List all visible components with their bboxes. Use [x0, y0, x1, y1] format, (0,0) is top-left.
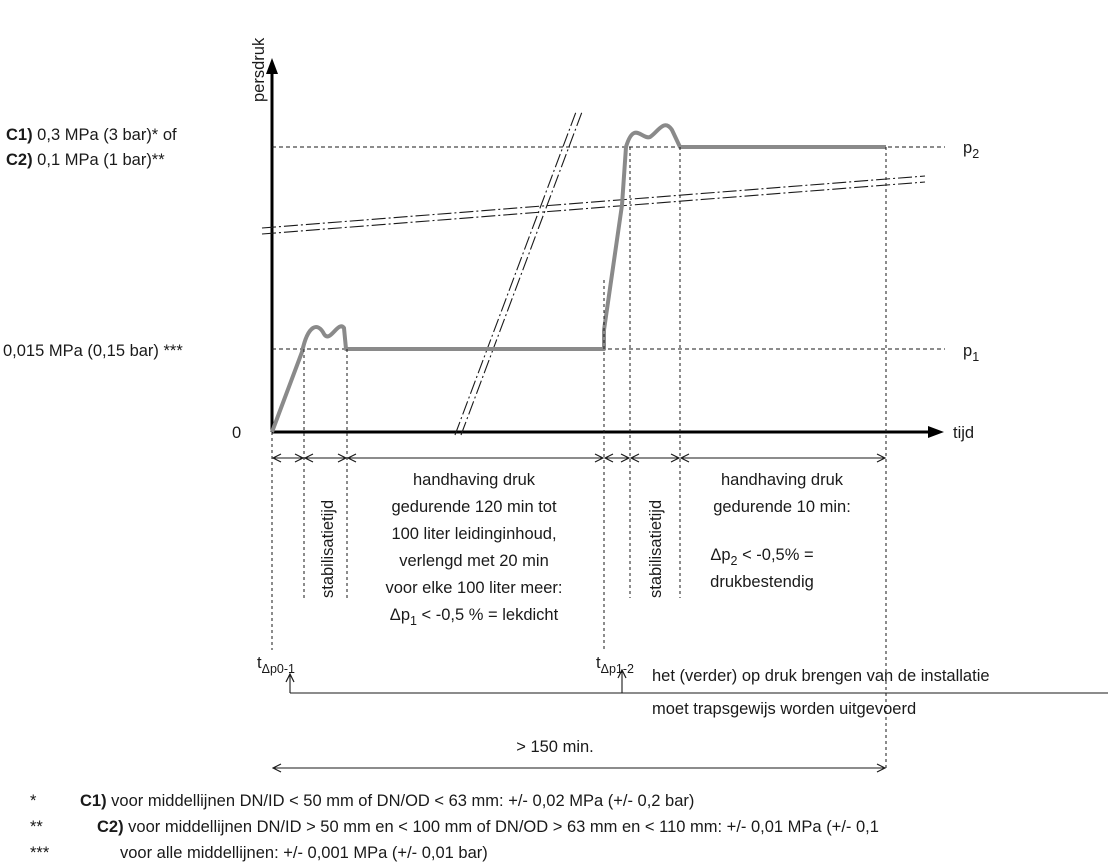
stabilization-label-2: stabilisatietijd: [647, 500, 665, 598]
y-axis-label: persdruk: [250, 37, 268, 102]
stepwise-bracket: [290, 670, 1108, 694]
svg-text:***: ***: [30, 844, 50, 862]
svg-text:voor elke 100 liter meer:: voor elke 100 liter meer:: [386, 579, 563, 597]
svg-text:gedurende 120 min tot: gedurende 120 min tot: [391, 498, 557, 516]
level-low-label: 0,015 MPa (0,15 bar) ***: [3, 342, 183, 360]
break-line-diagonal: [454, 111, 583, 436]
break-line-horizontal: [261, 175, 926, 235]
level-c1-label: C1) 0,3 MPa (3 bar)* of: [6, 126, 177, 144]
svg-text:C2) voor middellijnen DN/ID >: C2) voor middellijnen DN/ID > 50 mm en <…: [97, 818, 879, 836]
phase-separators: [271, 147, 887, 768]
svg-text:verlengd met 20 min: verlengd met 20 min: [399, 552, 549, 570]
total-time-label: > 150 min.: [516, 738, 594, 756]
svg-text:Δp2 < -0,5% =: Δp2 < -0,5% =: [710, 546, 813, 568]
svg-text:Δp1 < -0,5 % = lekdicht: Δp1 < -0,5 % = lekdicht: [390, 606, 559, 628]
svg-text:handhaving druk: handhaving druk: [413, 471, 536, 489]
svg-text:gedurende 10 min:: gedurende 10 min:: [713, 498, 851, 516]
hold-phase-1-text: handhaving druk gedurende 120 min tot 10…: [386, 471, 563, 628]
svg-text:voor alle middellijnen: +/- 0: voor alle middellijnen: +/- 0,001 MPa (+…: [120, 844, 488, 862]
pressure-curve: [270, 123, 886, 433]
svg-text:100 liter leidinginhoud,: 100 liter leidinginhoud,: [391, 525, 556, 543]
svg-text:*: *: [30, 792, 37, 810]
time-marker-1: tΔp0-1: [257, 654, 295, 676]
time-marker-2: tΔp1-2: [596, 654, 634, 676]
svg-text:C1) voor middellijnen DN/ID <: C1) voor middellijnen DN/ID < 50 mm of D…: [80, 792, 694, 810]
stepwise-note-line1: het (verder) op druk brengen van de inst…: [652, 667, 990, 685]
footnotes: * C1) voor middellijnen DN/ID < 50 mm of…: [30, 792, 879, 862]
svg-text:handhaving druk: handhaving druk: [721, 471, 844, 489]
p1-label: p1: [963, 342, 979, 364]
origin-label: 0: [232, 424, 241, 442]
p2-label: p2: [963, 139, 979, 161]
stepwise-note-line2: moet trapsgewijs worden uitgevoerd: [652, 700, 916, 718]
svg-text:drukbestendig: drukbestendig: [710, 573, 814, 591]
x-axis-label: tijd: [953, 424, 974, 442]
y-axis-arrowhead: [266, 58, 278, 74]
stabilization-label-1: stabilisatietijd: [319, 500, 337, 598]
svg-text:**: **: [30, 818, 43, 836]
hold-phase-2-text: handhaving druk gedurende 10 min: Δp2 < …: [710, 471, 851, 591]
x-axis-arrowhead: [928, 426, 944, 438]
level-c2-label: C2) 0,1 MPa (1 bar)**: [6, 151, 165, 169]
